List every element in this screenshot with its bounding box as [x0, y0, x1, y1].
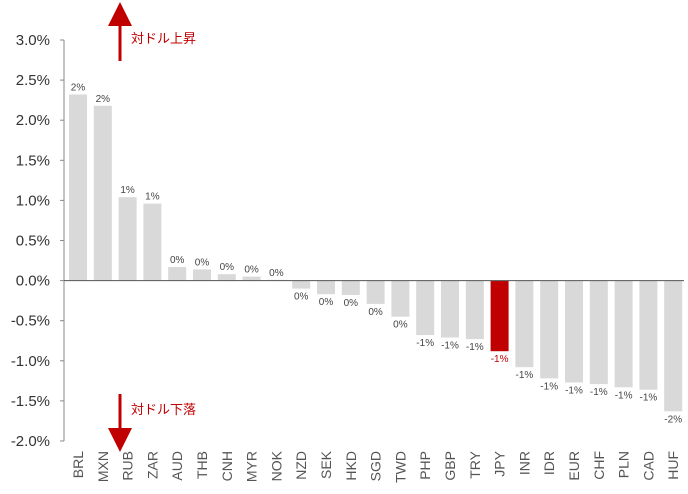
x-tick-label-try: TRY — [467, 450, 483, 478]
bar-mxn — [93, 105, 112, 281]
bar-gbp — [441, 280, 459, 338]
data-label-twd: 0% — [393, 320, 408, 331]
data-label-rub: 1% — [120, 185, 135, 196]
x-tick-label-chf: CHF — [591, 451, 607, 480]
x-tick-label-mxn: MXN — [95, 451, 111, 482]
bar-inr — [515, 280, 534, 368]
annotation-up: 対ドル上昇 — [131, 31, 196, 46]
data-label-hkd: 0% — [344, 298, 359, 309]
data-label-zar: 1% — [145, 192, 160, 203]
data-label-myr: 0% — [244, 265, 259, 276]
bar-chf — [589, 280, 608, 385]
data-label-inr: -1% — [516, 370, 534, 381]
data-label-chf: -1% — [590, 387, 608, 398]
bar-twd — [391, 280, 410, 317]
y-tick-label: 0.0% — [16, 273, 50, 290]
data-label-thb: 0% — [195, 257, 210, 268]
bar-thb — [193, 269, 211, 281]
annotation-down: 対ドル下落 — [131, 402, 196, 417]
x-tick-label-nzd: NZD — [293, 451, 309, 480]
x-tick-label-gbp: GBP — [442, 451, 458, 481]
x-tick-label-pln: PLN — [616, 451, 632, 478]
bar-zar — [143, 203, 162, 281]
data-label-cnh: 0% — [220, 262, 235, 273]
x-tick-label-sek: SEK — [318, 450, 334, 479]
y-axis: 3.0% 2.5% 2.0% 1.5% 1.0% 0.5% 0.0% -0.5% -1.0% -1… — [11, 32, 65, 450]
x-tick-label-zar: ZAR — [144, 451, 160, 479]
data-label-nzd: 0% — [294, 292, 309, 303]
y-tick-label: 2.5% — [16, 72, 50, 89]
bar-nzd — [292, 280, 311, 289]
bar-cnh — [217, 274, 236, 281]
data-labels: 2% 2% 1% 1% 0% 0% 0% 0% 0% 0% 0% 0% 0% 0% -1% -1% -1% -1%… — [71, 83, 682, 426]
bar-idr — [540, 280, 559, 379]
x-tick-label-huf: HUF — [665, 451, 681, 480]
x-tick-label-cnh: CNH — [219, 451, 235, 481]
x-tick-label-cad: CAD — [640, 451, 656, 481]
bar-aud — [168, 267, 187, 281]
y-tick-label: -2.0% — [11, 433, 50, 450]
data-label-huf: -2% — [664, 414, 682, 425]
x-tick-label-php: PHP — [417, 451, 433, 480]
bar-eur — [565, 280, 583, 383]
bar-hkd — [341, 280, 360, 295]
data-label-cad: -1% — [640, 393, 658, 404]
x-tick-label-myr: MYR — [244, 451, 260, 482]
y-tick-label: -1.0% — [11, 353, 50, 370]
x-tick-label-eur: EUR — [566, 451, 582, 481]
y-tick-label: -0.5% — [11, 313, 50, 330]
data-label-eur: -1% — [565, 386, 583, 397]
bars — [69, 94, 683, 412]
bar-cad — [639, 280, 658, 390]
data-label-nok: 0% — [269, 268, 284, 279]
x-tick-label-brl: BRL — [70, 451, 86, 478]
bar-sek — [317, 280, 335, 295]
data-label-brl: 2% — [71, 83, 86, 94]
y-tick-label: 1.0% — [16, 192, 50, 209]
data-label-sgd: 0% — [368, 307, 383, 318]
y-tick-label: 1.5% — [16, 152, 50, 169]
bar-sgd — [366, 280, 385, 304]
data-label-mxn: 2% — [96, 94, 111, 105]
y-tick-label: 2.0% — [16, 112, 50, 129]
x-tick-label-aud: AUD — [169, 451, 185, 481]
data-label-idr: -1% — [540, 381, 558, 392]
x-tick-label-nok: NOK — [268, 450, 284, 481]
data-label-gbp: -1% — [441, 341, 459, 352]
bar-try — [465, 280, 484, 340]
data-label-pln: -1% — [615, 390, 633, 401]
data-label-sek: 0% — [319, 297, 334, 308]
x-tick-label-hkd: HKD — [343, 451, 359, 481]
x-tick-label-idr: IDR — [541, 451, 557, 475]
y-tick-label: -1.5% — [11, 393, 50, 410]
x-tick-label-sgd: SGD — [368, 451, 384, 481]
x-tick-label-thb: THB — [194, 451, 210, 479]
x-tick-label-jpy: JPY — [492, 450, 508, 476]
x-tick-label-twd: TWD — [392, 451, 408, 483]
data-label-php: -1% — [416, 338, 434, 349]
y-tick-label: 0.5% — [16, 233, 50, 250]
y-tick-label: 3.0% — [16, 32, 50, 49]
bar-pln — [614, 280, 633, 388]
x-axis-categories: BRL MXN RUB ZAR AUD THB CNH MYR NOK NZD SEK HKD SGD T… — [70, 450, 681, 483]
data-label-jpy: -1% — [491, 354, 509, 365]
bar-huf — [664, 280, 683, 412]
x-tick-label-rub: RUB — [120, 451, 136, 481]
bar-php — [416, 280, 435, 336]
data-label-try: -1% — [466, 342, 484, 353]
bar-brl — [69, 94, 87, 281]
annotations: 対ドル上昇 対ドル下落 — [108, 2, 196, 452]
bar-rub — [118, 197, 137, 281]
x-tick-label-inr: INR — [516, 451, 532, 475]
data-label-aud: 0% — [170, 255, 185, 266]
bar-myr — [242, 276, 261, 281]
bar-jpy — [490, 280, 509, 352]
